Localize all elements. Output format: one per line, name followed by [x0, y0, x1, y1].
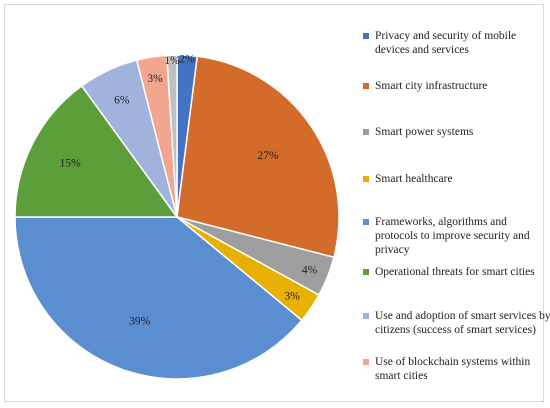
pie-slice-1	[176, 55, 340, 259]
legend-label: Privacy and security of mobile devices a…	[375, 30, 517, 56]
legend-label: Smart city infrastructure	[375, 80, 488, 92]
pie-slice-4	[14, 216, 303, 380]
legend-label: Use of blockchain systems within smart c…	[375, 356, 531, 382]
pie-slice-5	[14, 84, 179, 218]
legend-swatch	[363, 83, 369, 89]
legend-swatch	[363, 176, 369, 182]
slice-label-4: 39%	[129, 316, 151, 328]
legend-swatch	[363, 129, 369, 135]
legend-swatch	[363, 359, 369, 365]
legend-item-7: Use of blockchain systems within smart c…	[363, 355, 550, 383]
legend-swatch	[363, 33, 369, 39]
legend-label: Smart power systems	[375, 126, 474, 138]
legend-item-6: Use and adoption of smart services by ci…	[363, 309, 550, 337]
chart-frame: 2% 27% 4% 3% 39% 15% 6% 3% 1% Privacy and securi…	[4, 4, 550, 402]
slice-label-1: 27%	[258, 150, 280, 162]
legend-item-5: Operational threats for smart cities	[363, 265, 535, 279]
legend-item-2: Smart power systems	[363, 125, 473, 139]
legend-label: Use and adoption of smart services by ci…	[375, 310, 550, 336]
slice-label-7: 3%	[147, 73, 163, 85]
legend-swatch	[363, 269, 369, 275]
legend-label: Smart healthcare	[375, 173, 453, 185]
pie-chart: 2%27%4%3%39%15%6%3%1%	[14, 54, 340, 380]
legend-label: Frameworks, algorithms and protocols to …	[375, 216, 530, 256]
legend-swatch	[363, 313, 369, 319]
legend-item-3: Smart healthcare	[363, 172, 453, 186]
slice-label-3: 3%	[285, 290, 301, 302]
legend-label: Operational threats for smart cities	[375, 266, 535, 278]
slice-label-5: 15%	[60, 158, 82, 170]
legend-swatch	[363, 219, 369, 225]
slice-label-8: 1%	[164, 55, 180, 67]
slice-label-6: 6%	[114, 95, 130, 107]
pie-slice-8	[166, 54, 178, 218]
legend-item-4: Frameworks, algorithms and protocols to …	[363, 215, 550, 257]
legend-item-0: Privacy and security of mobile devices a…	[363, 29, 550, 57]
slice-label-2: 4%	[302, 265, 318, 277]
slice-label-0: 2%	[179, 54, 195, 66]
legend-item-1: Smart city infrastructure	[363, 79, 487, 93]
